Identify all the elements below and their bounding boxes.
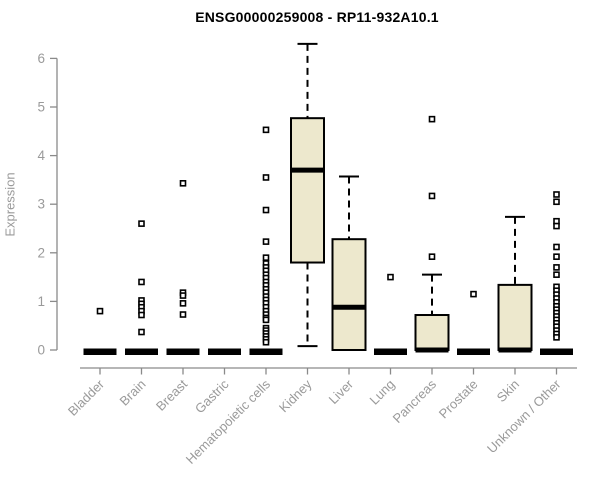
outlier-point: [262, 238, 270, 245]
outlier-point: [138, 278, 145, 286]
x-tick-label: Pancreas: [390, 376, 440, 426]
x-tick-label: Lung: [367, 377, 398, 408]
box: [331, 238, 367, 351]
outlier-point: [553, 222, 560, 230]
outlier-point: [262, 338, 270, 346]
outlier-point: [262, 316, 270, 324]
outlier-point: [553, 198, 560, 206]
box: [497, 283, 533, 352]
outlier-point: [553, 243, 560, 251]
outlier-point: [428, 115, 436, 123]
y-tick-label: 4: [37, 148, 45, 163]
flat-box: [166, 348, 200, 355]
flat-box: [208, 348, 241, 355]
flat-box: [125, 348, 158, 355]
flat-box: [249, 348, 283, 355]
outlier-point: [553, 271, 560, 278]
outlier-point: [428, 253, 436, 260]
y-tick-label: 2: [37, 245, 45, 260]
x-tick-label: Prostate: [436, 377, 481, 422]
flat-box: [374, 348, 407, 355]
outlier-point: [553, 253, 560, 260]
flat-box: [457, 348, 490, 355]
outlier-point: [553, 264, 560, 271]
outlier-point: [262, 254, 270, 261]
x-tick-label: Bladder: [65, 376, 108, 419]
outlier-point: [96, 307, 104, 315]
outlier-point: [179, 292, 187, 299]
outlier-point: [553, 334, 560, 341]
outlier-point: [179, 311, 187, 318]
x-tick-label: Brain: [117, 377, 149, 409]
outlier-point: [387, 273, 394, 281]
box: [290, 117, 325, 264]
outlier-point: [138, 328, 145, 336]
outlier-point: [138, 220, 145, 227]
x-tick-label: Gastric: [192, 376, 232, 416]
outlier-point: [262, 174, 270, 181]
y-tick-label: 3: [37, 197, 45, 212]
outlier-point: [138, 311, 145, 319]
x-tick-label: Unknown / Other: [484, 376, 564, 456]
y-tick-label: 1: [37, 294, 45, 309]
outlier-point: [179, 180, 187, 187]
y-tick-label: 0: [37, 343, 45, 358]
y-tick-label: 6: [37, 51, 45, 66]
x-tick-label: Kidney: [276, 376, 315, 415]
x-tick-label: Skin: [494, 377, 522, 405]
flat-box: [83, 348, 117, 355]
outlier-point: [553, 191, 560, 198]
y-tick-label: 5: [37, 100, 45, 115]
x-tick-label: Liver: [326, 376, 357, 407]
chart-title: ENSG00000259008 - RP11-932A10.1: [195, 9, 439, 25]
outlier-point: [470, 290, 477, 298]
outlier-point: [262, 206, 270, 214]
x-tick-label: Breast: [153, 376, 190, 413]
outlier-point: [262, 126, 270, 134]
flat-box: [540, 348, 573, 355]
box: [414, 314, 450, 351]
outlier-point: [179, 300, 187, 307]
outlier-point: [428, 192, 436, 200]
